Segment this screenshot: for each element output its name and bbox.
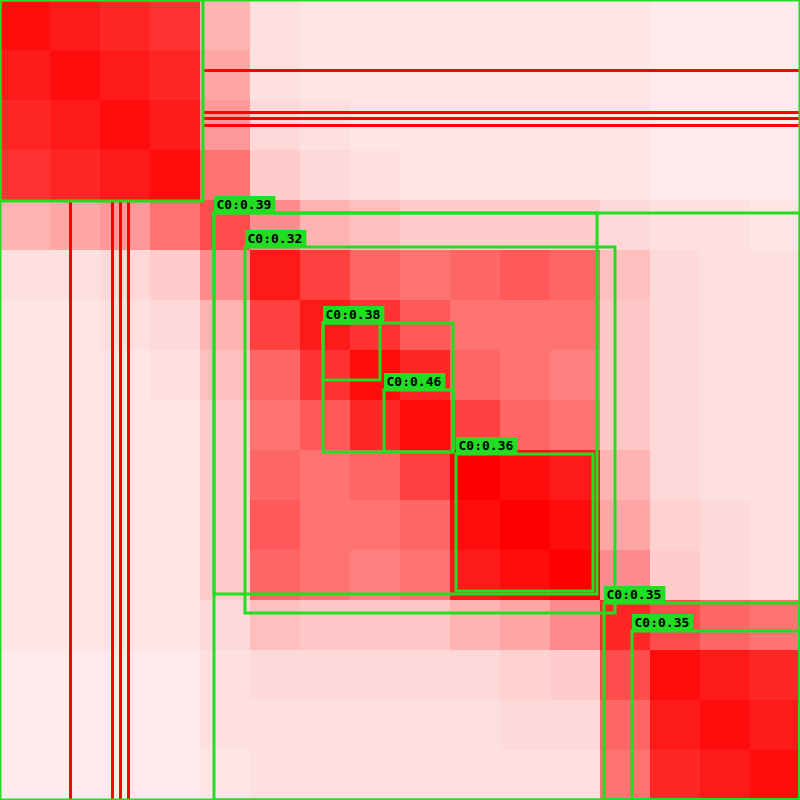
svg-text:C0:0.38: C0:0.38 (326, 307, 381, 322)
svg-text:C0:0.36: C0:0.36 (459, 438, 514, 453)
svg-text:C0:0.32: C0:0.32 (248, 231, 303, 246)
svg-text:C0:0.35: C0:0.35 (635, 615, 690, 630)
svg-text:C0:0.46: C0:0.46 (387, 374, 442, 389)
svg-text:C0:0.39: C0:0.39 (217, 197, 272, 212)
svg-text:C0:0.35: C0:0.35 (607, 587, 662, 602)
